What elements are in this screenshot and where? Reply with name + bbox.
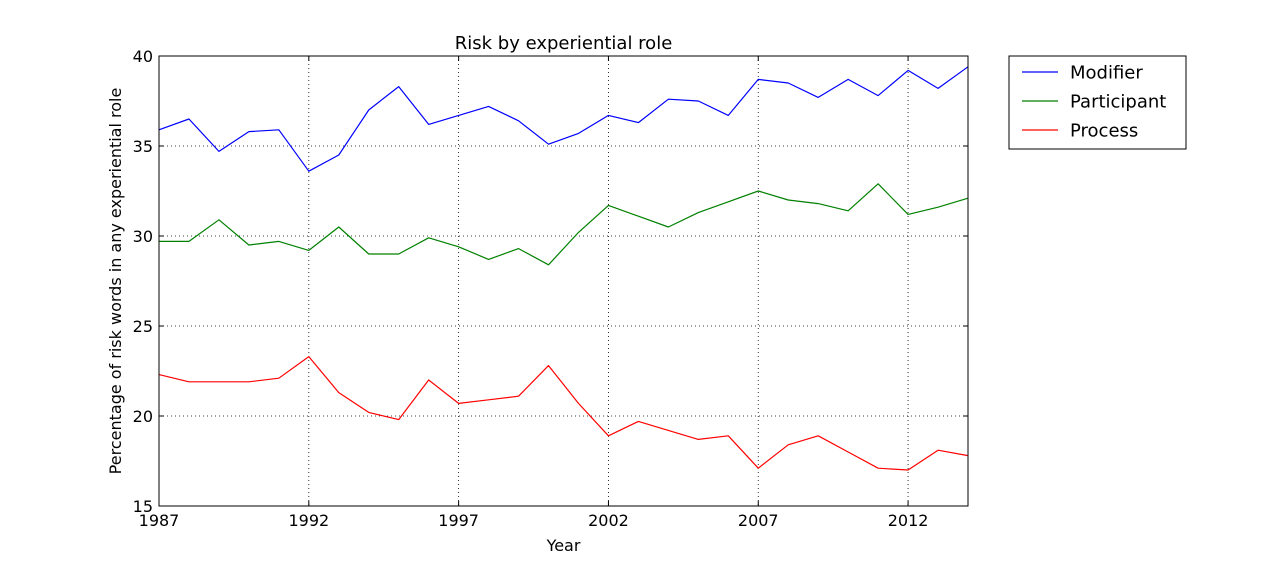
y-tick-label: 25: [133, 317, 153, 336]
series-line-modifier: [158, 66, 969, 172]
plot-frame: [158, 55, 969, 507]
y-tick-label: 40: [133, 47, 153, 66]
y-axis-label: Percentage of risk words in any experien…: [106, 88, 125, 475]
series-lines: [158, 66, 969, 471]
y-tick-label: 35: [133, 137, 153, 156]
x-tick-label: 2002: [588, 511, 629, 530]
legend: Modifier Participant Process: [1008, 55, 1187, 150]
chart-title: Risk by experiential role: [455, 33, 673, 54]
series-line-participant: [159, 183, 969, 266]
axis-ticks: 1987 1992 1997 2002 2007 2012 15 20 25 30 35 40: [133, 47, 968, 530]
y-tick-label: 30: [133, 227, 153, 246]
legend-label-process: Process: [1070, 121, 1138, 142]
x-axis-label: Year: [546, 536, 581, 555]
legend-label-modifier: Modifier: [1070, 63, 1143, 84]
x-tick-label: 1987: [139, 511, 180, 530]
y-tick-label: 20: [133, 407, 153, 426]
x-tick-label: 1992: [288, 511, 329, 530]
series-line-process: [158, 356, 969, 471]
x-tick-label: 1997: [438, 511, 479, 530]
y-tick-label: 15: [133, 497, 153, 516]
legend-label-participant: Participant: [1070, 92, 1166, 113]
grid-lines: [159, 56, 968, 506]
x-tick-label: 2012: [888, 511, 929, 530]
x-tick-label: 2007: [738, 511, 779, 530]
